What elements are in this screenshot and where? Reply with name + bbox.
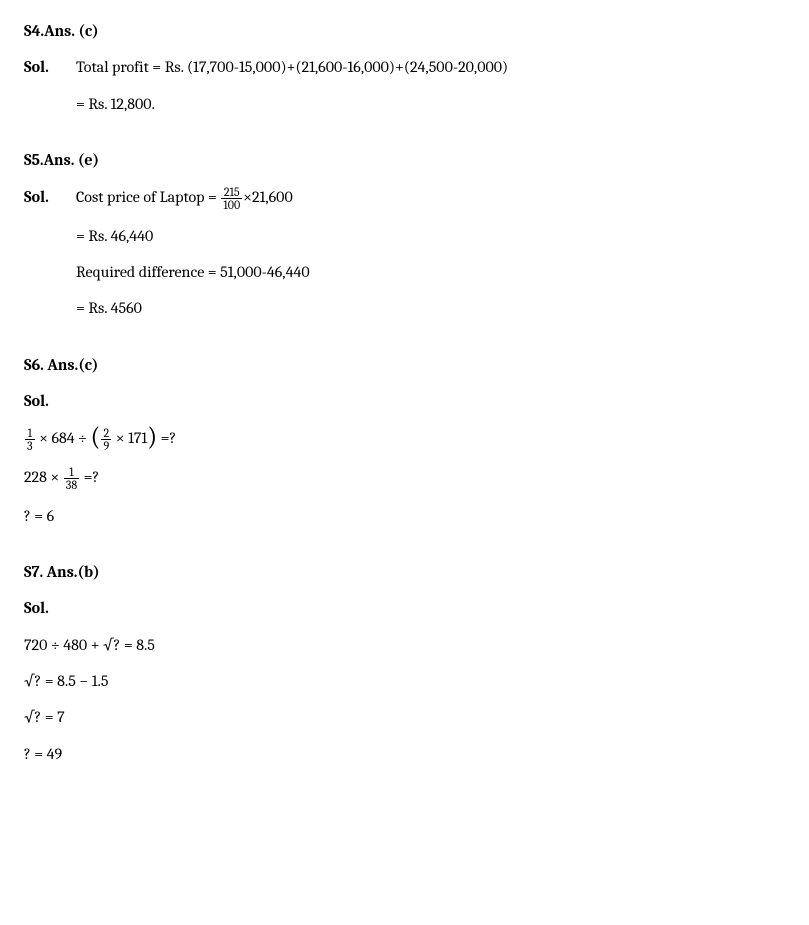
fraction: 215100 [221, 186, 242, 211]
math-line-s6-2: 228 × 138 =? [24, 466, 785, 491]
math-line-s7-2: √? = 8.5 − 1.5 [24, 670, 785, 692]
sol-label-line: Sol. [24, 597, 785, 619]
sol-label: Sol. [24, 597, 76, 619]
frac-num: 2 [101, 427, 111, 439]
sol-line-s4-1: Sol.Total profit = Rs. (17,700-15,000)+(… [24, 56, 785, 78]
sol-line-s5-1: Sol.Cost price of Laptop = 215100×21,600 [24, 186, 785, 211]
math-line-s7-1: 720 ÷ 480 + √? = 8.5 [24, 634, 785, 656]
fraction: 138 [64, 466, 79, 491]
sol-label: Sol. [24, 56, 76, 78]
frac-den: 3 [25, 439, 35, 452]
solution-s7: S7. Ans.(b) Sol. 720 ÷ 480 + √? = 8.5 √?… [24, 561, 785, 765]
math-text: × 171 [112, 429, 147, 447]
math-line-s7-3: √? = 7 [24, 706, 785, 728]
sol-line-s4-2: = Rs. 12,800. [76, 93, 785, 115]
fraction: 29 [101, 427, 111, 452]
sol-label: Sol. [24, 390, 76, 412]
fraction: 13 [25, 427, 35, 452]
math-line-s6-1: 13 × 684 ÷ (29 × 171) =? [24, 427, 785, 452]
math-line-s7-4: ? = 49 [24, 743, 785, 765]
sol-line-s5-4: = Rs. 4560 [76, 297, 785, 319]
frac-num: 215 [221, 186, 242, 198]
heading-s4: S4.Ans. (c) [24, 20, 785, 42]
heading-s6: S6. Ans.(c) [24, 354, 785, 376]
solution-s6: S6. Ans.(c) Sol. 13 × 684 ÷ (29 × 171) =… [24, 354, 785, 527]
frac-den: 9 [101, 439, 111, 452]
frac-num: 1 [64, 466, 79, 478]
math-text: 228 × [24, 468, 63, 486]
sol-line-s5-3: Required difference = 51,000-46,440 [76, 261, 785, 283]
sol-text-pre: Cost price of Laptop = [76, 188, 220, 206]
math-text: × 684 ÷ [36, 429, 91, 447]
sol-label-line: Sol. [24, 390, 785, 412]
frac-den: 100 [221, 198, 242, 211]
math-text: =? [80, 468, 99, 486]
solution-s4: S4.Ans. (c) Sol.Total profit = Rs. (17,7… [24, 20, 785, 115]
sol-label: Sol. [24, 186, 76, 208]
heading-s5: S5.Ans. (e) [24, 149, 785, 171]
heading-s7: S7. Ans.(b) [24, 561, 785, 583]
solution-s5: S5.Ans. (e) Sol.Cost price of Laptop = 2… [24, 149, 785, 320]
sol-text: Total profit = Rs. (17,700-15,000)+(21,6… [76, 58, 508, 76]
math-line-s6-3: ? = 6 [24, 505, 785, 527]
sol-text-post: ×21,600 [243, 188, 293, 206]
frac-num: 1 [25, 427, 35, 439]
sol-line-s5-2: = Rs. 46,440 [76, 225, 785, 247]
frac-den: 38 [64, 478, 79, 491]
math-text: =? [157, 429, 176, 447]
